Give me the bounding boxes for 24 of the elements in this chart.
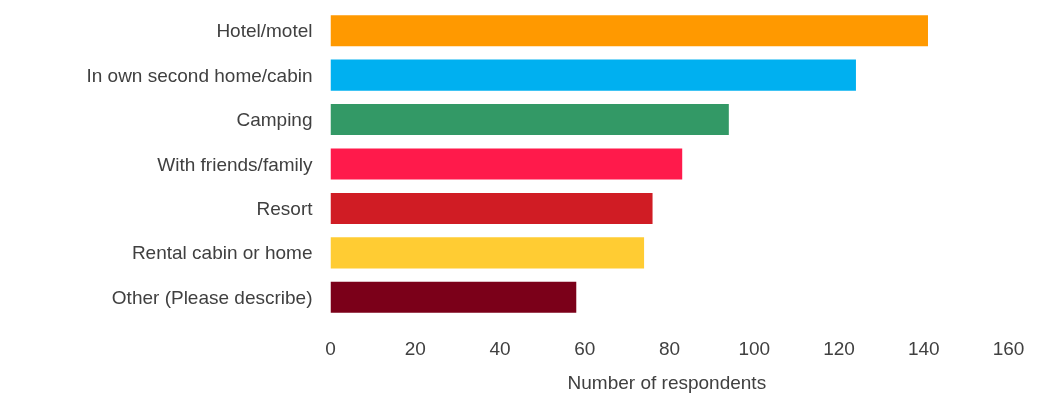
x-tick-label: 60 (574, 337, 596, 359)
y-tick-label: Resort (256, 197, 314, 219)
bar (330, 192, 653, 224)
y-tick-label: Camping (236, 109, 313, 131)
x-tick-label: 20 (404, 337, 426, 359)
x-tick-label: 0 (325, 337, 336, 359)
x-tick-label: 140 (907, 337, 940, 359)
y-tick-label: Rental cabin or home (131, 242, 313, 264)
bar (330, 148, 683, 180)
y-tick-label: In own second home/cabin (86, 64, 313, 86)
x-tick-label: 80 (658, 337, 681, 359)
x-tick-label: 40 (489, 337, 511, 359)
y-tick-label: Hotel/motel (216, 20, 313, 42)
bar (330, 237, 645, 269)
x-tick-label: 120 (823, 337, 855, 359)
bar (330, 104, 729, 136)
x-tick-label: 160 (992, 337, 1025, 359)
bar (330, 59, 856, 91)
y-tick-label: Other (Please describe) (111, 286, 313, 308)
x-axis-title: Number of respondents (567, 371, 767, 393)
y-tick-label: With friends/family (157, 153, 313, 175)
bar (330, 15, 928, 47)
x-tick-label: 100 (738, 337, 771, 359)
bar (330, 281, 577, 313)
